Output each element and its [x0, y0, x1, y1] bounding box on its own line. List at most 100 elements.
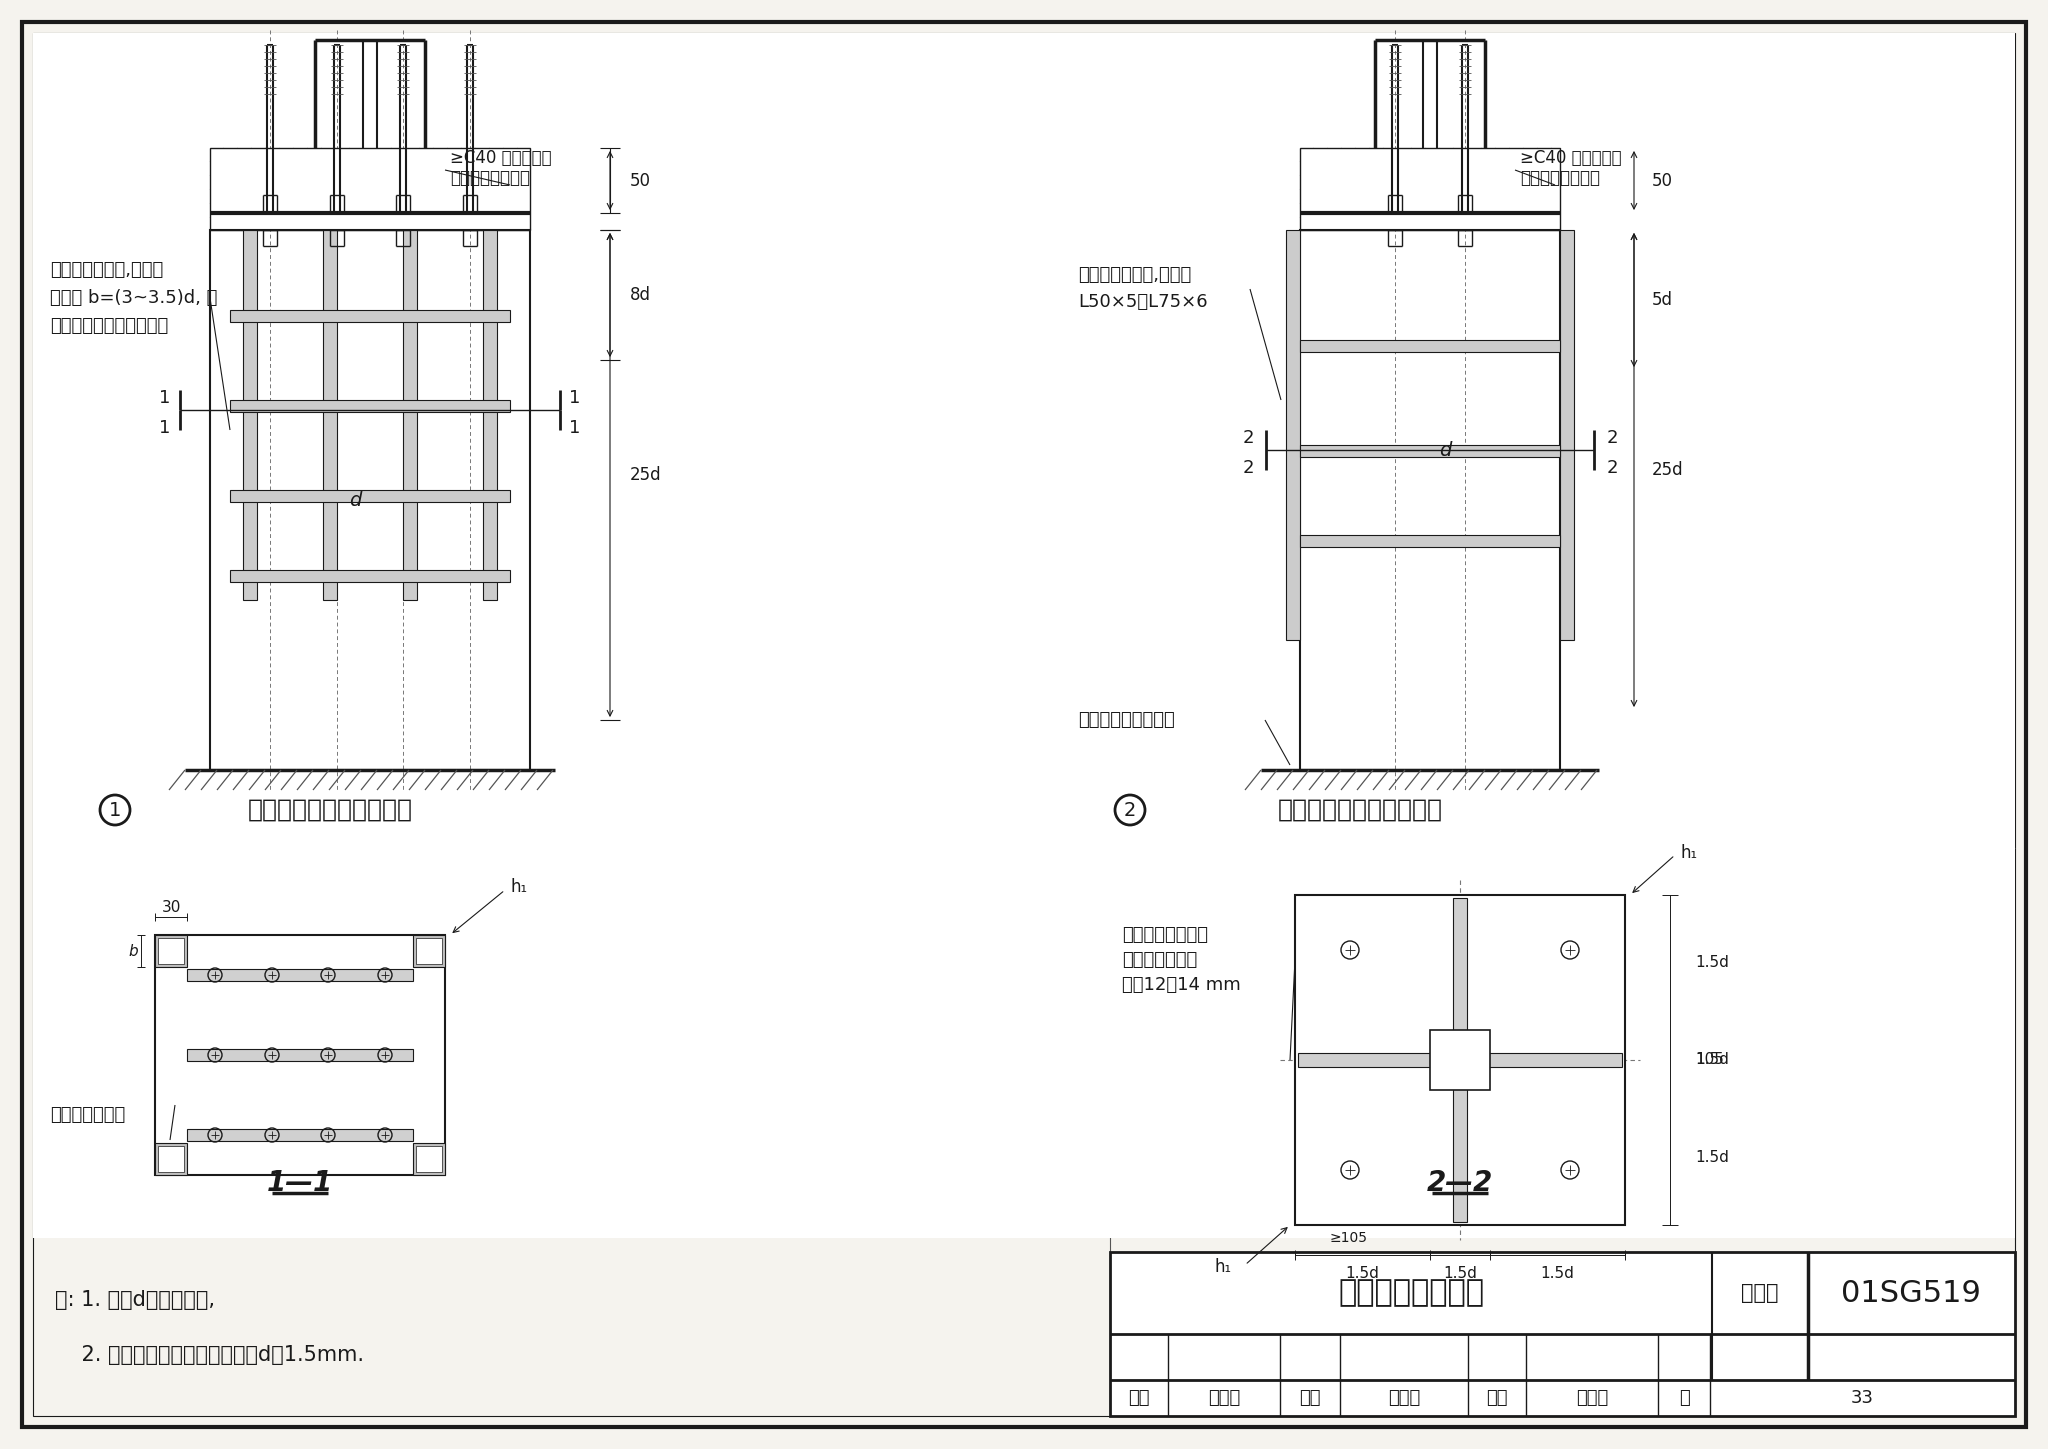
Text: 柱脚锚栓固定支架（一）: 柱脚锚栓固定支架（一）: [248, 798, 412, 822]
Text: 吴知信: 吴知信: [1389, 1390, 1419, 1407]
Bar: [414, 1143, 444, 1175]
Bar: [1300, 148, 1561, 230]
Bar: [416, 938, 442, 964]
Bar: [1110, 1252, 2015, 1416]
Text: d: d: [348, 491, 360, 510]
Bar: [156, 1143, 186, 1175]
Bar: [1294, 895, 1624, 1224]
Bar: [1430, 1030, 1491, 1090]
Text: 柱脚锚栓固定支架（二）: 柱脚锚栓固定支架（二）: [1278, 798, 1442, 822]
Text: 1: 1: [160, 388, 170, 407]
Text: 锚栓固定架角钢,通常用: 锚栓固定架角钢,通常用: [1077, 267, 1192, 284]
Bar: [211, 148, 530, 230]
Text: 钢肢宽 b=(3~3.5)d, 肢: 钢肢宽 b=(3~3.5)d, 肢: [49, 288, 217, 307]
Text: 锚栓固定架横隔板: 锚栓固定架横隔板: [1122, 926, 1208, 943]
Text: 1.5d: 1.5d: [1346, 1265, 1380, 1281]
Bar: [186, 1129, 414, 1140]
Text: 锚栓固定架设置标高: 锚栓固定架设置标高: [1077, 711, 1176, 729]
Text: 2: 2: [1243, 429, 1253, 446]
Bar: [1452, 898, 1466, 1222]
Text: 2: 2: [1606, 429, 1618, 446]
Text: 1.5d: 1.5d: [1444, 1265, 1477, 1281]
Text: 设计: 设计: [1487, 1390, 1507, 1407]
Text: h₁: h₁: [1214, 1258, 1233, 1277]
Text: 锚栓固定架角钢: 锚栓固定架角钢: [49, 1106, 125, 1124]
Bar: [186, 1049, 414, 1061]
Bar: [33, 33, 1055, 848]
Text: L50×5～L75×6: L50×5～L75×6: [1077, 293, 1208, 312]
Text: 5d: 5d: [1653, 291, 1673, 309]
Bar: [229, 310, 510, 322]
Text: 30: 30: [162, 900, 180, 914]
Bar: [1300, 535, 1561, 548]
Text: 2. 在角钢或横隔板上的孔径取d＋1.5mm.: 2. 在角钢或横隔板上的孔径取d＋1.5mm.: [55, 1345, 365, 1365]
Text: 1—1: 1—1: [266, 1169, 334, 1197]
Text: 1: 1: [569, 419, 582, 438]
Text: 1: 1: [160, 419, 170, 438]
Text: 1.5d: 1.5d: [1540, 1265, 1575, 1281]
Text: 1: 1: [109, 800, 121, 820]
Bar: [324, 230, 338, 600]
Text: d: d: [1440, 440, 1452, 459]
Bar: [1055, 848, 2015, 1237]
Text: 105: 105: [1696, 1052, 1724, 1068]
Bar: [244, 230, 256, 600]
Text: （兼作锚固板）: （兼作锚固板）: [1122, 951, 1198, 969]
Text: 50: 50: [1653, 171, 1673, 190]
Bar: [414, 935, 444, 966]
Text: 2: 2: [1606, 459, 1618, 477]
Text: 混凝土或铁屑砂浆: 混凝土或铁屑砂浆: [451, 170, 530, 187]
Bar: [1298, 1053, 1622, 1066]
Text: 1.5d: 1.5d: [1696, 1052, 1729, 1068]
Text: 锚栓固定架角钢,通常角: 锚栓固定架角钢,通常角: [49, 261, 164, 280]
Text: 页: 页: [1679, 1390, 1690, 1407]
Bar: [156, 935, 444, 1175]
Text: b: b: [129, 943, 137, 958]
Text: 板厚12～14 mm: 板厚12～14 mm: [1122, 977, 1241, 994]
Bar: [1300, 230, 1561, 769]
Bar: [33, 848, 1055, 1237]
Text: 2—2: 2—2: [1427, 1169, 1493, 1197]
Text: 混凝土或铁屑砂浆: 混凝土或铁屑砂浆: [1520, 170, 1599, 187]
Bar: [211, 230, 530, 769]
Text: 25d: 25d: [631, 467, 662, 484]
Text: 1.5d: 1.5d: [1696, 955, 1729, 969]
Bar: [186, 969, 414, 981]
Text: 1.5d: 1.5d: [1696, 1151, 1729, 1165]
Text: h₁: h₁: [510, 878, 526, 895]
Text: 破象吕: 破象吕: [1208, 1390, 1241, 1407]
Text: ≥C40 无收缩细石: ≥C40 无收缩细石: [451, 149, 551, 167]
Bar: [1300, 341, 1561, 352]
Text: 1: 1: [569, 388, 582, 407]
Text: 图集号: 图集号: [1741, 1282, 1780, 1303]
Text: 厚取相应型号中之最厚者: 厚取相应型号中之最厚者: [49, 317, 168, 335]
Bar: [403, 230, 418, 600]
Bar: [1286, 230, 1300, 640]
Bar: [416, 1146, 442, 1172]
Bar: [1300, 445, 1561, 456]
Text: 33: 33: [1851, 1390, 1874, 1407]
Bar: [483, 230, 498, 600]
Text: 8d: 8d: [631, 285, 651, 304]
Bar: [229, 490, 510, 501]
Text: 01SG519: 01SG519: [1841, 1278, 1980, 1307]
Text: 2: 2: [1243, 459, 1253, 477]
Text: ≥C40 无收缩细石: ≥C40 无收缩细石: [1520, 149, 1622, 167]
Bar: [229, 400, 510, 412]
Text: 申核: 申核: [1128, 1390, 1149, 1407]
Text: 2: 2: [1124, 800, 1137, 820]
Bar: [156, 935, 186, 966]
Bar: [158, 1146, 184, 1172]
Text: ≥105: ≥105: [1329, 1232, 1368, 1245]
Text: 注: 1. 图中d为锚栓直径,: 注: 1. 图中d为锚栓直径,: [55, 1290, 215, 1310]
Text: 校对: 校对: [1298, 1390, 1321, 1407]
Text: 柱脚锚栓固定支架: 柱脚锚栓固定支架: [1337, 1278, 1485, 1307]
Text: h₁: h₁: [1679, 843, 1698, 862]
Text: 刘共祥: 刘共祥: [1575, 1390, 1608, 1407]
Bar: [158, 938, 184, 964]
Bar: [229, 569, 510, 582]
Bar: [1561, 230, 1575, 640]
Bar: [1055, 33, 2015, 848]
Text: 50: 50: [631, 171, 651, 190]
Text: 25d: 25d: [1653, 461, 1683, 480]
